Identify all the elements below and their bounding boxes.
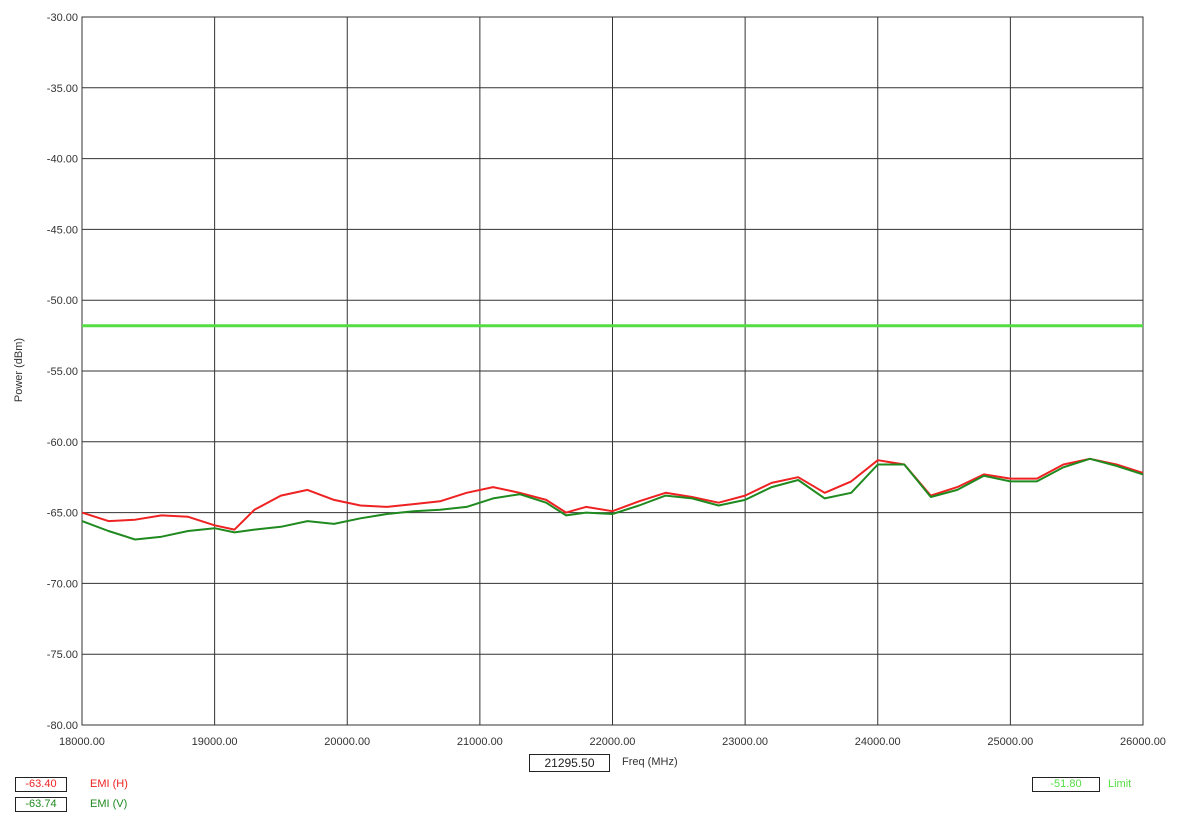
- x-tick-label: 25000.00: [987, 736, 1033, 748]
- y-tick-label: -35.00: [47, 83, 78, 95]
- y-axis-title: Power (dBm): [13, 338, 25, 402]
- y-tick-label: -75.00: [47, 649, 78, 661]
- x-tick-label: 22000.00: [590, 736, 636, 748]
- x-axis-title: Freq (MHz): [622, 756, 678, 768]
- y-tick-label: -40.00: [47, 154, 78, 166]
- y-tick-label: -50.00: [47, 295, 78, 307]
- y-tick-label: -45.00: [47, 224, 78, 236]
- x-tick-label: 24000.00: [855, 736, 901, 748]
- emi-v-value-readout: -63.74: [15, 797, 67, 812]
- series-line-emi-h: [81, 457, 1144, 531]
- y-axis-ticks: -30.00 -35.00 -40.00 -45.00 -50.00 -55.00 -60.…: [47, 12, 78, 732]
- y-tick-label: -80.00: [47, 720, 78, 732]
- limit-value-readout: -51.80: [1032, 777, 1100, 792]
- series-line-emi-v: [81, 457, 1144, 541]
- series-layer: [81, 324, 1144, 541]
- marker-frequency-readout[interactable]: 21295.50: [529, 754, 610, 772]
- y-tick-label: -60.00: [47, 437, 78, 449]
- x-tick-label: 20000.00: [324, 736, 370, 748]
- legend-limit: Limit: [1108, 778, 1132, 790]
- x-tick-label: 26000.00: [1120, 736, 1166, 748]
- x-tick-label: 21000.00: [457, 736, 503, 748]
- legend-emi-h: EMI (H): [90, 778, 128, 790]
- x-axis-ticks: 18000.00 19000.00 20000.00 21000.00 22000.00…: [59, 736, 1166, 748]
- x-tick-label: 23000.00: [722, 736, 768, 748]
- y-tick-label: -70.00: [47, 578, 78, 590]
- legend-emi-v: EMI (V): [90, 798, 128, 810]
- y-tick-label: -30.00: [47, 12, 78, 24]
- x-tick-label: 19000.00: [192, 736, 238, 748]
- y-tick-label: -55.00: [47, 366, 78, 378]
- emi-h-value-readout: -63.40: [15, 777, 67, 792]
- x-tick-label: 18000.00: [59, 736, 105, 748]
- grid: [81, 16, 1144, 726]
- y-tick-label: -65.00: [47, 508, 78, 520]
